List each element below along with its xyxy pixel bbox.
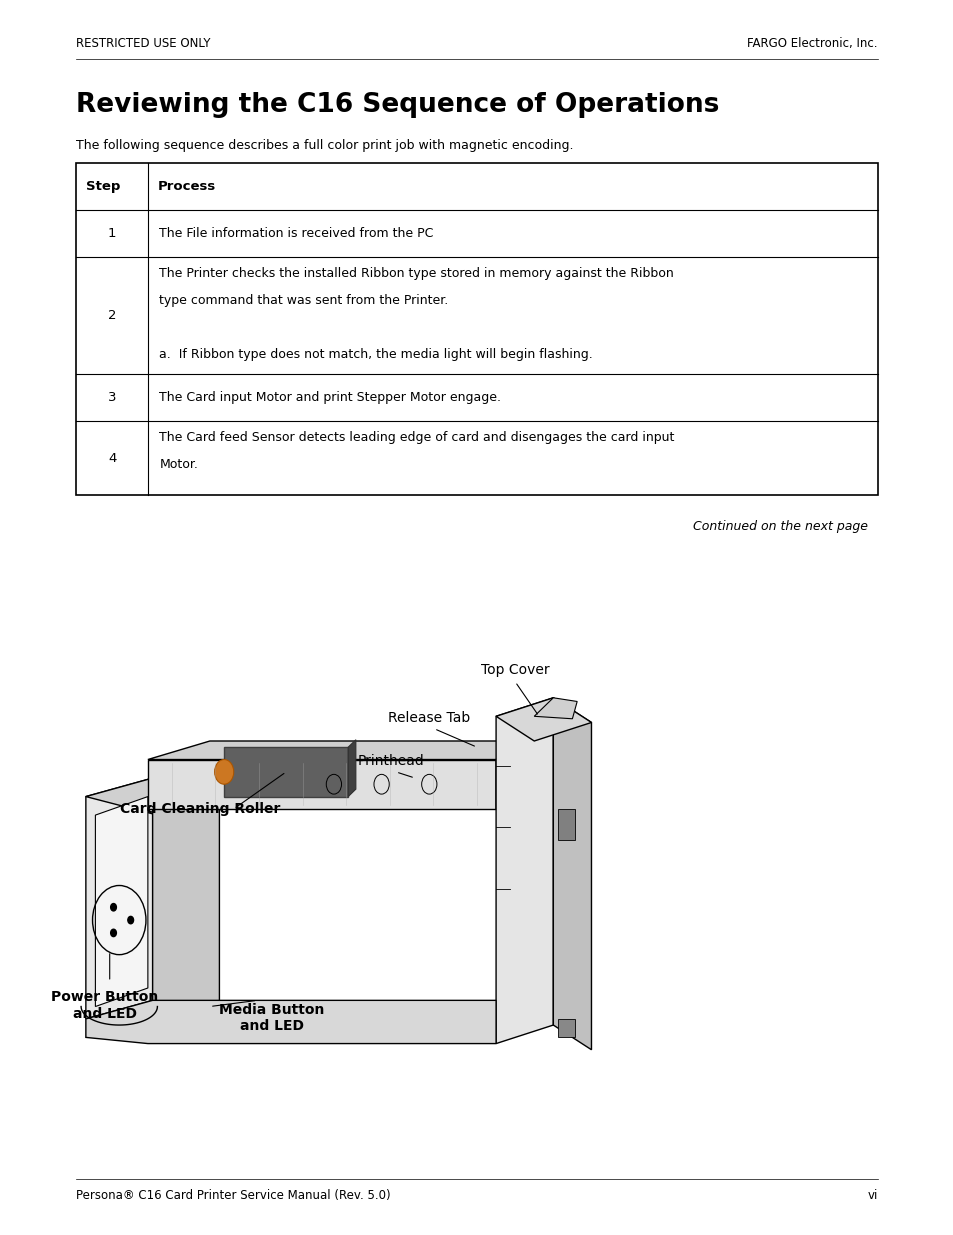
Text: 2: 2 xyxy=(108,309,116,322)
Polygon shape xyxy=(148,741,524,760)
Text: The Card feed Sensor detects leading edge of card and disengages the card input: The Card feed Sensor detects leading edg… xyxy=(159,431,674,445)
Circle shape xyxy=(214,760,233,784)
Text: 1: 1 xyxy=(108,227,116,240)
Polygon shape xyxy=(553,698,591,1050)
Circle shape xyxy=(128,916,133,924)
Text: FARGO Electronic, Inc.: FARGO Electronic, Inc. xyxy=(746,37,877,49)
Text: type command that was sent from the Printer.: type command that was sent from the Prin… xyxy=(159,294,448,308)
Circle shape xyxy=(111,929,116,936)
Polygon shape xyxy=(86,1000,496,1044)
Polygon shape xyxy=(496,698,591,741)
Text: Printhead: Printhead xyxy=(357,755,424,768)
Polygon shape xyxy=(148,760,496,809)
Text: The File information is received from the PC: The File information is received from th… xyxy=(159,227,434,240)
Polygon shape xyxy=(95,797,148,1007)
Polygon shape xyxy=(152,778,219,1025)
Text: Motor.: Motor. xyxy=(159,458,198,472)
Text: The Card input Motor and print Stepper Motor engage.: The Card input Motor and print Stepper M… xyxy=(159,391,500,404)
Bar xyxy=(558,809,575,840)
Text: Step: Step xyxy=(86,180,120,193)
Text: Media Button
and LED: Media Button and LED xyxy=(219,1003,324,1032)
Polygon shape xyxy=(86,778,152,1019)
Text: Card Cleaning Roller: Card Cleaning Roller xyxy=(120,802,280,816)
Text: Persona® C16 Card Printer Service Manual (Rev. 5.0): Persona® C16 Card Printer Service Manual… xyxy=(76,1189,391,1202)
Bar xyxy=(558,1019,575,1037)
Text: Process: Process xyxy=(157,180,215,193)
Text: The following sequence describes a full color print job with magnetic encoding.: The following sequence describes a full … xyxy=(76,140,573,152)
Text: 4: 4 xyxy=(108,452,116,464)
Text: vi: vi xyxy=(866,1189,877,1202)
Polygon shape xyxy=(348,740,355,797)
Text: Power Button
and LED: Power Button and LED xyxy=(51,990,158,1020)
Text: Reviewing the C16 Sequence of Operations: Reviewing the C16 Sequence of Operations xyxy=(76,91,719,119)
Bar xyxy=(224,747,348,797)
Text: Release Tab: Release Tab xyxy=(388,711,470,725)
Polygon shape xyxy=(496,698,553,1044)
Polygon shape xyxy=(86,778,219,815)
Text: Continued on the next page: Continued on the next page xyxy=(693,520,867,532)
Bar xyxy=(76,163,877,495)
Polygon shape xyxy=(496,741,524,809)
Polygon shape xyxy=(534,698,577,719)
Text: Top Cover: Top Cover xyxy=(480,663,549,677)
Text: The Printer checks the installed Ribbon type stored in memory against the Ribbon: The Printer checks the installed Ribbon … xyxy=(159,267,674,280)
Text: a.  If Ribbon type does not match, the media light will begin flashing.: a. If Ribbon type does not match, the me… xyxy=(159,348,593,362)
Circle shape xyxy=(111,904,116,911)
Text: RESTRICTED USE ONLY: RESTRICTED USE ONLY xyxy=(76,37,211,49)
Text: 3: 3 xyxy=(108,391,116,404)
